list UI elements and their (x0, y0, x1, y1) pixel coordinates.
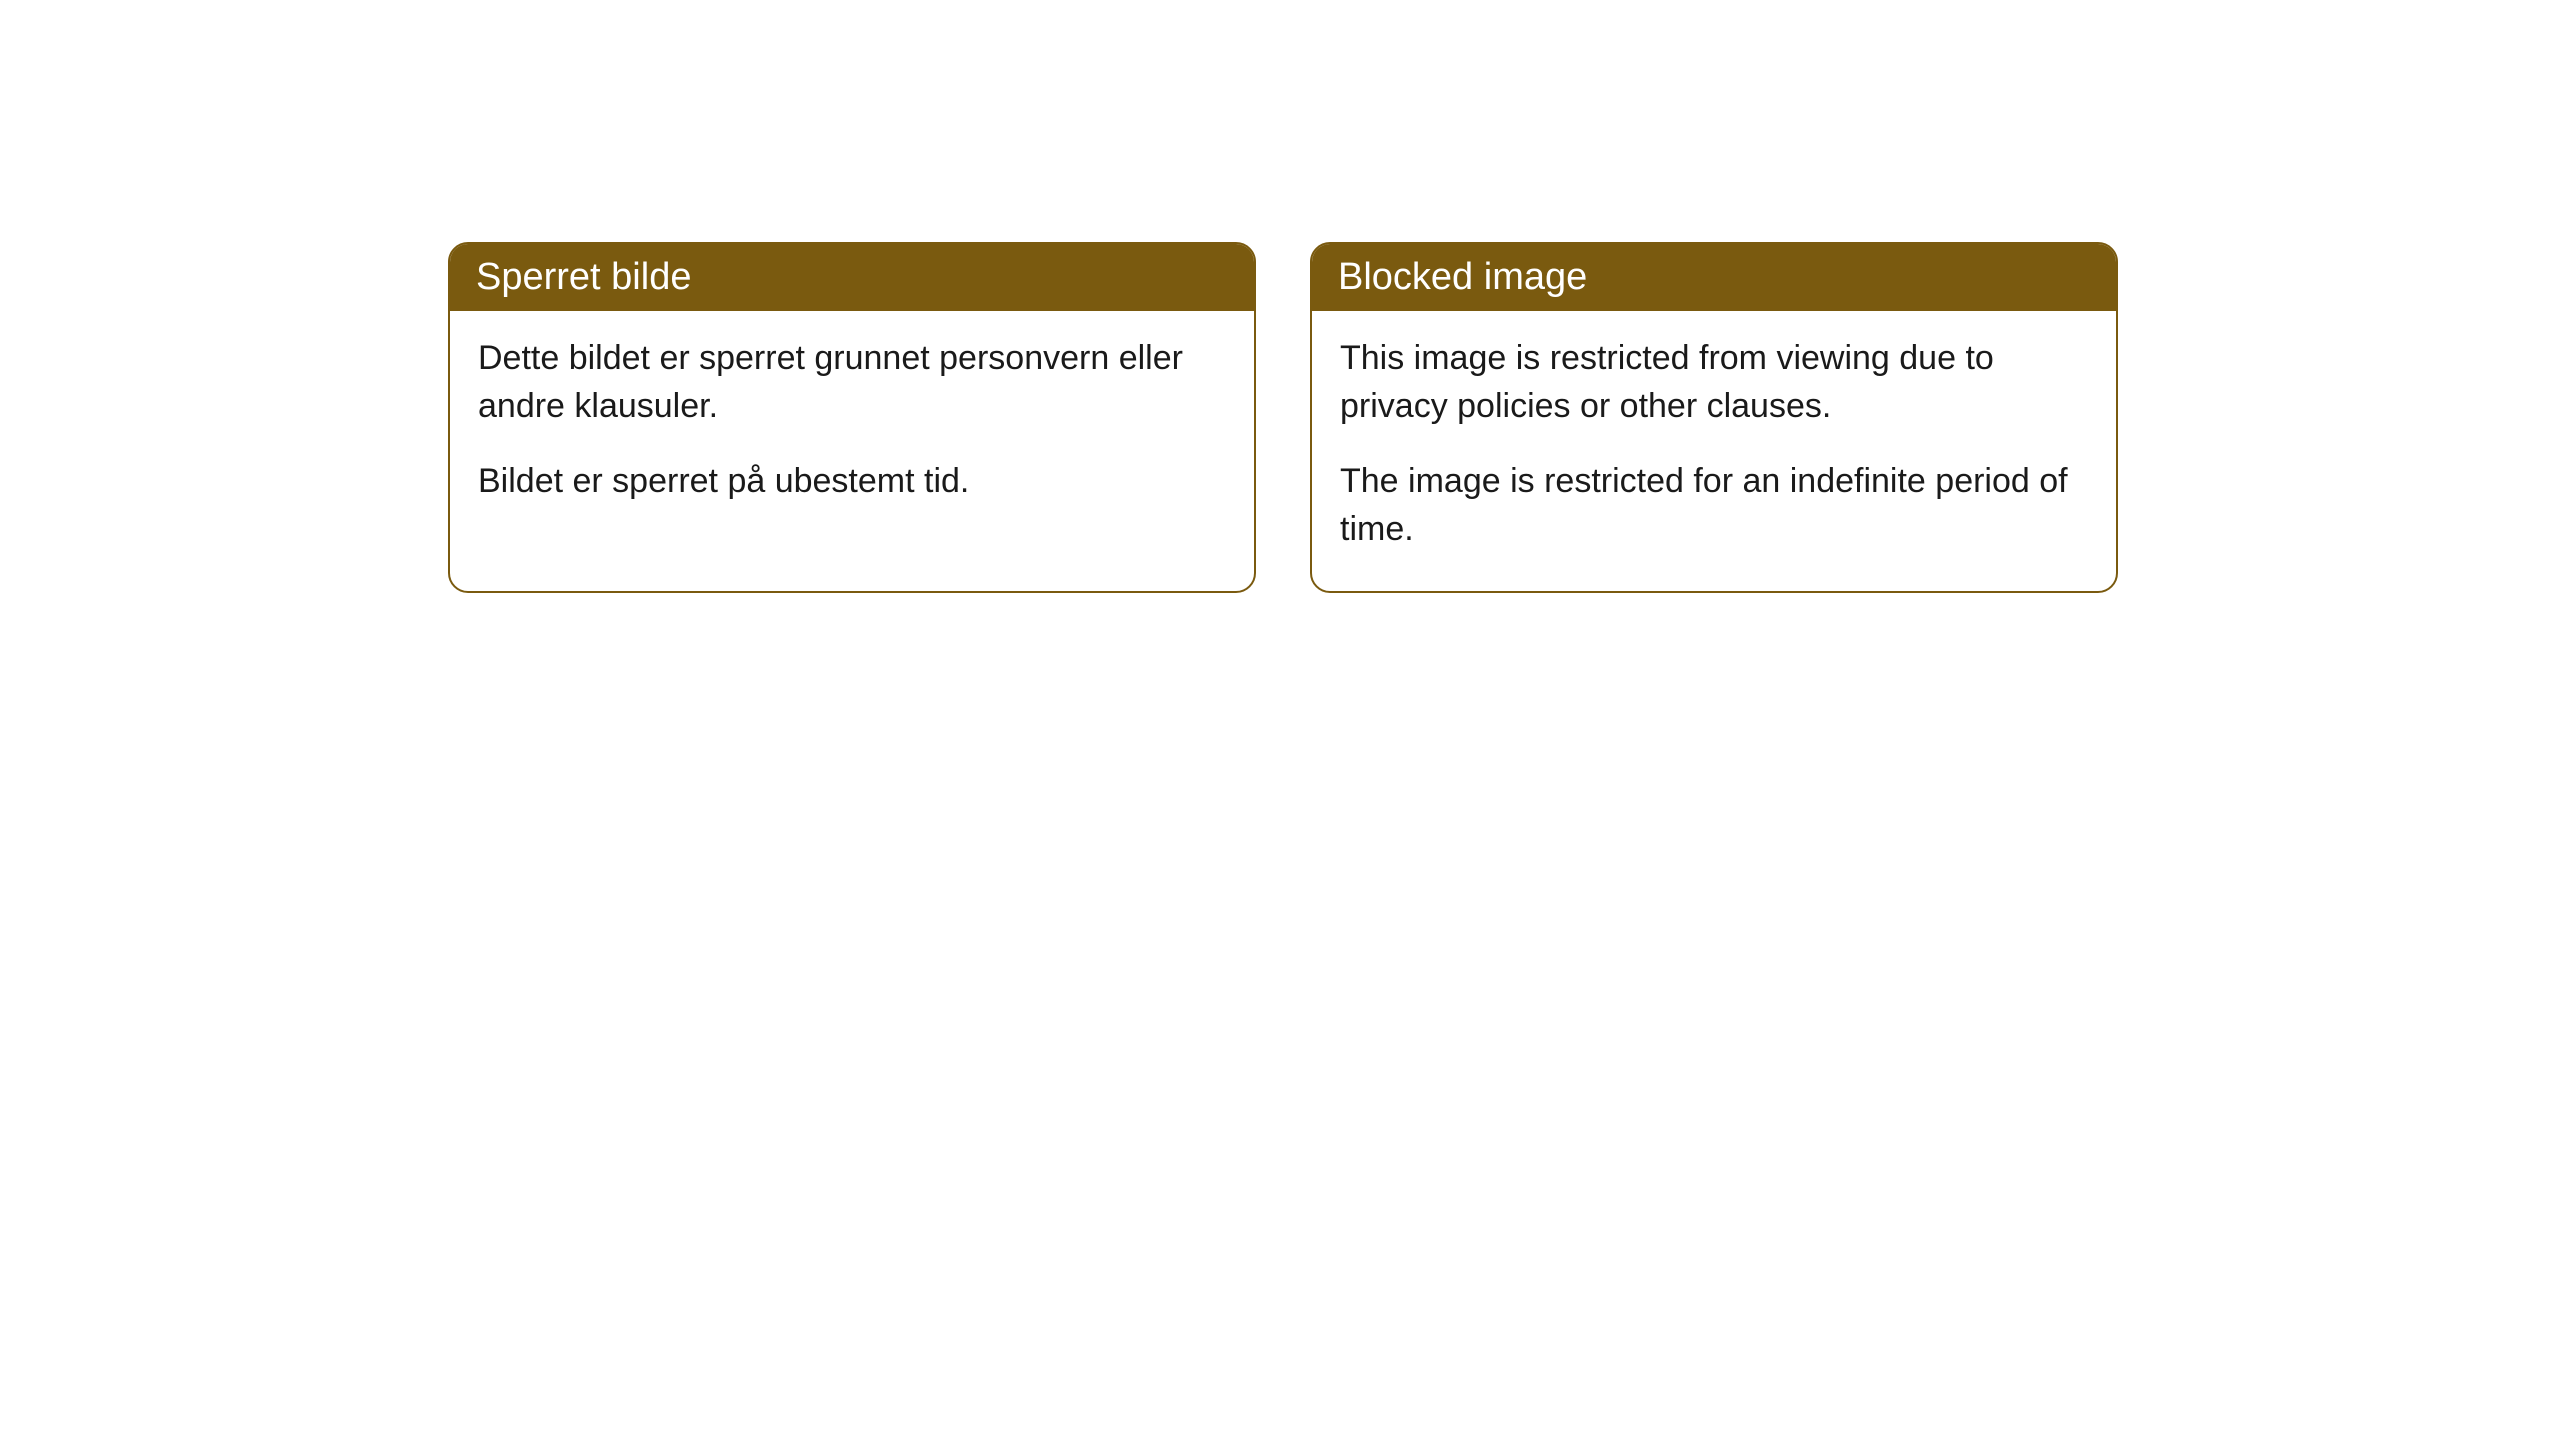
card-header: Sperret bilde (450, 244, 1254, 311)
cards-container: Sperret bilde Dette bildet er sperret gr… (0, 0, 2560, 593)
card-body: This image is restricted from viewing du… (1312, 311, 2116, 591)
card-header: Blocked image (1312, 244, 2116, 311)
card-paragraph: This image is restricted from viewing du… (1340, 335, 2088, 430)
card-paragraph: The image is restricted for an indefinit… (1340, 458, 2088, 553)
card-title: Sperret bilde (476, 256, 691, 298)
card-paragraph: Dette bildet er sperret grunnet personve… (478, 335, 1226, 430)
card-title: Blocked image (1338, 256, 1587, 298)
blocked-image-card-english: Blocked image This image is restricted f… (1310, 242, 2118, 593)
blocked-image-card-norwegian: Sperret bilde Dette bildet er sperret gr… (448, 242, 1256, 593)
card-body: Dette bildet er sperret grunnet personve… (450, 311, 1254, 544)
card-paragraph: Bildet er sperret på ubestemt tid. (478, 458, 1226, 506)
